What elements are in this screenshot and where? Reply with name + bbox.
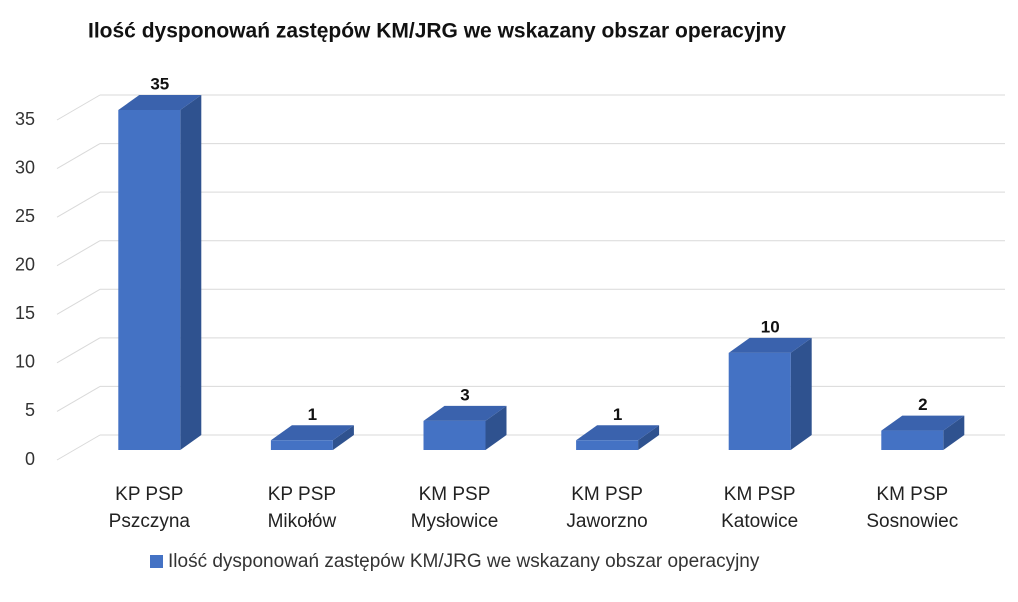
bar: [270, 440, 333, 450]
bar-side: [332, 425, 354, 450]
bar-top: [118, 95, 202, 110]
x-tick-label: KM PSP Sosnowiec: [866, 484, 959, 532]
data-label: 1: [308, 405, 317, 424]
bar-top: [270, 425, 354, 441]
data-label: 10: [761, 317, 780, 336]
y-tick-label: 5: [25, 400, 35, 420]
y-tick-label: 0: [25, 449, 35, 469]
bar: [881, 430, 944, 450]
bar: [118, 110, 181, 450]
bar-top: [728, 337, 812, 353]
bar-side: [790, 337, 812, 450]
grid-line: [56, 94, 101, 121]
y-tick-label: 20: [15, 254, 35, 274]
data-label: 3: [460, 385, 469, 404]
x-tick-label: KM PSP Jaworzno: [566, 484, 648, 532]
bar-top: [576, 425, 660, 441]
bar-side: [943, 415, 965, 450]
y-tick-label: 10: [15, 352, 35, 372]
x-tick-label: KM PSP Mysłowice: [410, 484, 499, 532]
bar: [423, 420, 486, 450]
grid-line: [56, 385, 101, 412]
data-label: 35: [150, 74, 169, 93]
chart-title: Ilość dysponowań zastępów KM/JRG we wska…: [88, 20, 786, 43]
bar-top: [881, 415, 965, 431]
x-tick-label: KP PSP Pszczyna: [108, 484, 190, 532]
grid-line: [56, 288, 101, 315]
y-tick-label: 15: [15, 303, 35, 323]
bar-side: [180, 95, 202, 450]
bar-top: [423, 405, 507, 421]
grid-line: [56, 191, 101, 218]
bar: [576, 440, 639, 450]
grid-line: [56, 240, 101, 267]
x-tick-label: KP PSP Mikołów: [267, 484, 337, 532]
grid-line: [56, 337, 101, 364]
y-tick-label: 35: [15, 109, 35, 129]
y-tick-label: 30: [15, 157, 35, 177]
x-tick-label: KM PSP Katowice: [721, 484, 799, 532]
bar-side: [485, 405, 507, 450]
legend-label: Ilość dysponowań zastępów KM/JRG we wska…: [168, 551, 760, 572]
legend-swatch: [150, 555, 163, 568]
data-label: 2: [918, 395, 927, 414]
y-tick-label: 25: [15, 206, 35, 226]
data-label: 1: [613, 405, 622, 424]
grid-line: [56, 434, 101, 461]
bar-side: [638, 425, 660, 450]
grid-line: [56, 143, 101, 170]
bar: [728, 352, 791, 450]
